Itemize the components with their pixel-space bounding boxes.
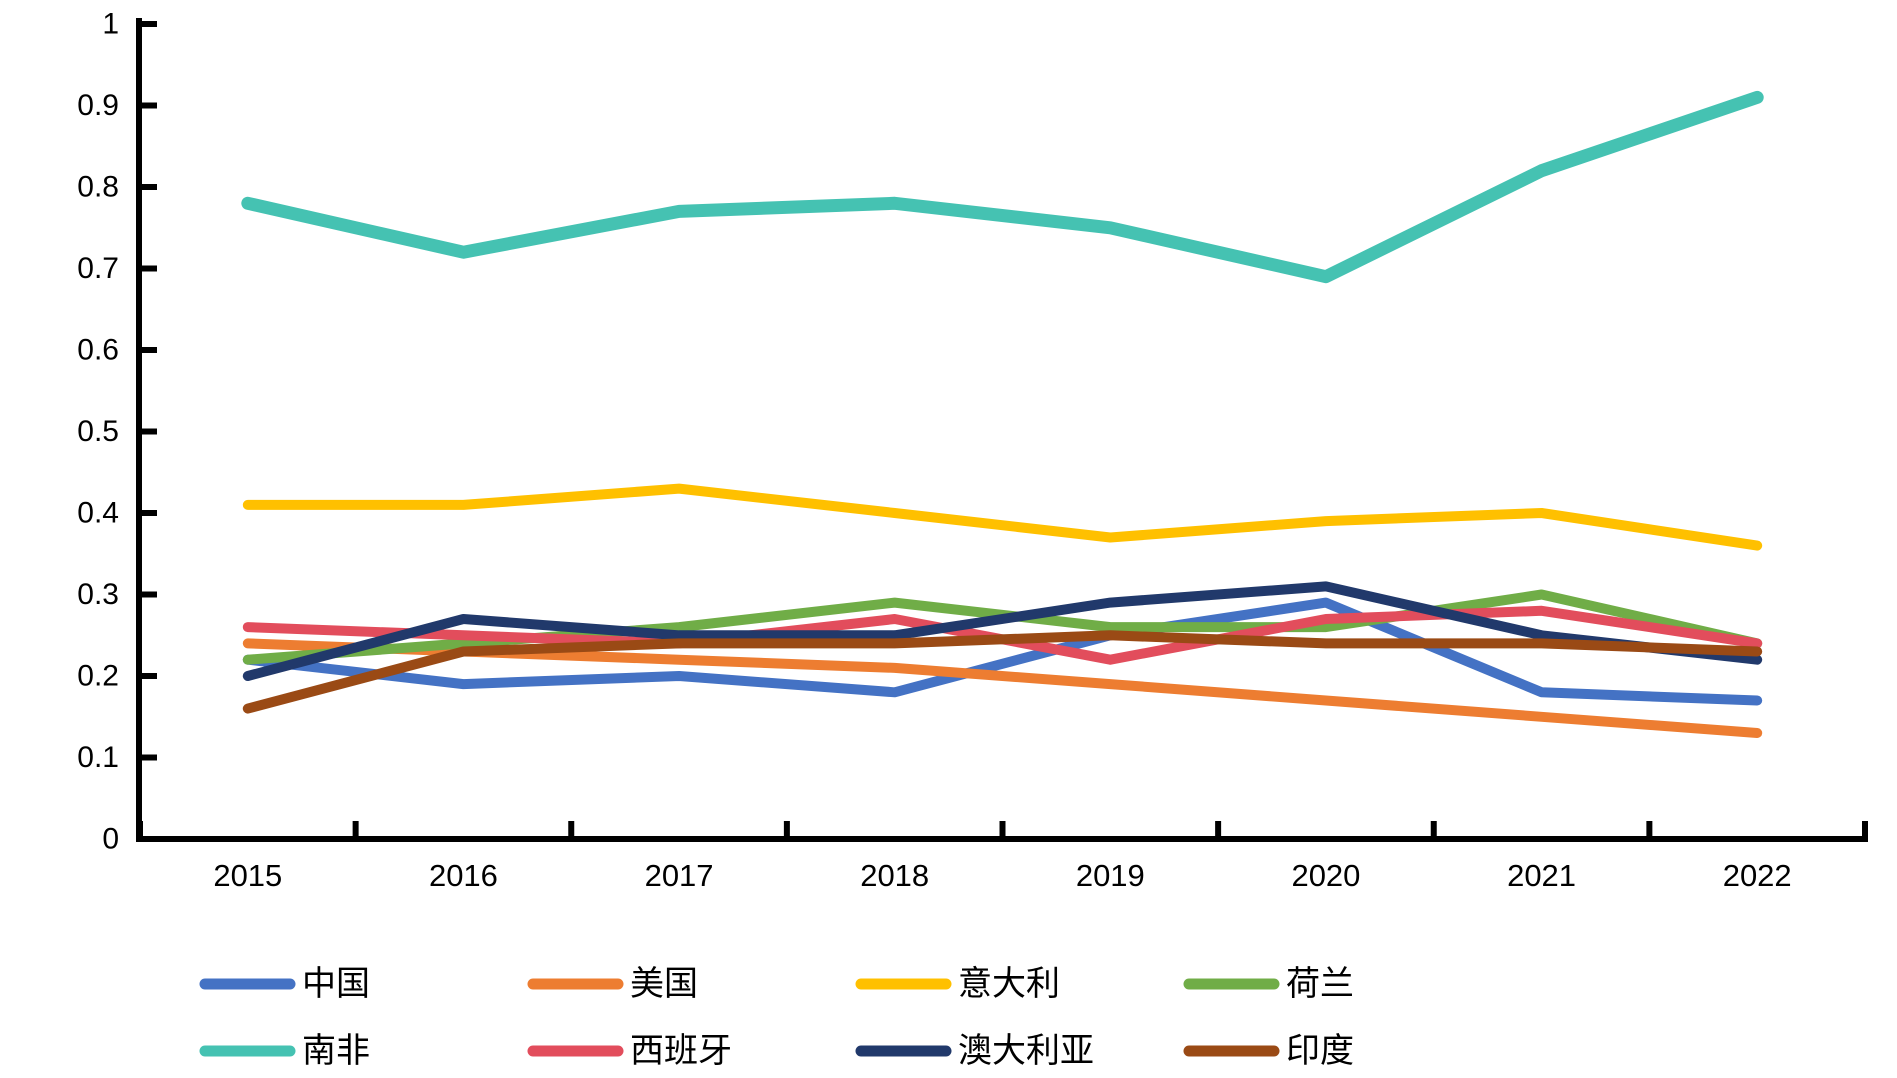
legend-item-south-africa: 南非: [199, 1032, 370, 1070]
y-tick-label: 0.8: [77, 171, 119, 204]
y-tick-label: 0.5: [77, 415, 119, 448]
legend-item-spain: 西班牙: [527, 1032, 732, 1070]
x-tick-label: 2016: [429, 858, 498, 893]
legend-item-netherlands: 荷兰: [1183, 965, 1354, 1003]
labels-layer: 0 0.1 0.2 0.3 0.4 0.5 0.6 0.7 0.8 0.9 1 2015 2016 201…: [77, 8, 1791, 894]
legend-item-italy: 意大利: [855, 965, 1060, 1003]
legend-label-netherlands: 荷兰: [1286, 965, 1354, 1003]
x-tick-label: 2022: [1723, 858, 1792, 893]
legend-item-usa: 美国: [527, 965, 698, 1003]
series-line-italy: [242, 483, 1763, 551]
legend-item-australia: 澳大利亚: [855, 1032, 1094, 1070]
series-line-india: [242, 630, 1763, 714]
legend-label-china: 中国: [302, 965, 370, 1003]
x-tick-label: 2018: [860, 858, 929, 893]
y-tick-label: 0.3: [77, 578, 119, 611]
y-tick-label: 0.6: [77, 334, 119, 367]
axes-layer: [136, 18, 1868, 842]
series-line-china: [242, 597, 1763, 706]
y-tick-label: 0.7: [77, 252, 119, 285]
series-layer: [241, 90, 1764, 738]
y-tick-label: 0.1: [77, 741, 119, 774]
legend-label-australia: 澳大利亚: [958, 1032, 1094, 1070]
y-tick-label: 0.2: [77, 660, 119, 693]
x-tick-label: 2019: [1076, 858, 1145, 893]
y-tick-label: 0: [102, 823, 119, 856]
y-tick-label: 1: [102, 8, 119, 41]
legend-label-india: 印度: [1286, 1032, 1354, 1070]
y-tick-label: 0.4: [77, 497, 119, 530]
series-line-south-africa: [241, 90, 1764, 284]
legend-label-south-africa: 南非: [302, 1032, 370, 1070]
legend-item-china: 中国: [199, 965, 370, 1003]
x-tick-label: 2020: [1291, 858, 1360, 893]
series-line-australia: [242, 581, 1763, 681]
y-tick-label: 0.9: [77, 89, 119, 122]
legend-item-india: 印度: [1183, 1032, 1354, 1070]
x-tick-label: 2021: [1507, 858, 1576, 893]
x-tick-label: 2015: [213, 858, 282, 893]
legend-label-usa: 美国: [630, 965, 698, 1003]
legend-label-spain: 西班牙: [630, 1032, 732, 1070]
legend-label-italy: 意大利: [958, 965, 1060, 1003]
x-tick-label: 2017: [645, 858, 714, 893]
